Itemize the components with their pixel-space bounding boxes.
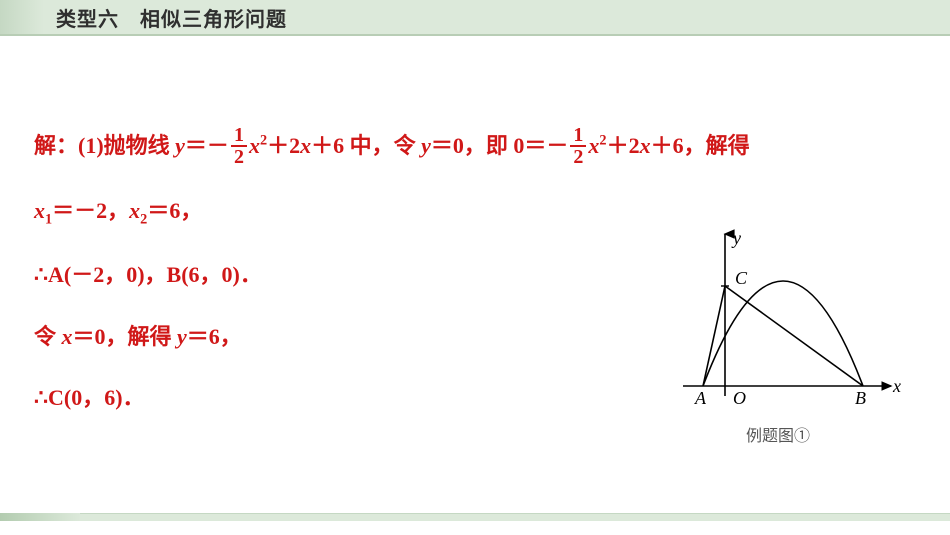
frac-2: 12 — [570, 125, 586, 167]
l1-mid4: ＋6，解得 — [651, 133, 750, 158]
label-C: C — [735, 268, 748, 288]
footer-line — [0, 513, 950, 521]
l1-mid2: ＋6 中，令 — [311, 133, 421, 158]
var-x-6: x — [129, 198, 140, 223]
label-B: B — [855, 388, 866, 408]
footer-accent — [0, 513, 80, 521]
l5-text: ∴C(0，6)． — [34, 385, 145, 410]
var-x-3: x — [588, 133, 599, 158]
l1-mid3: ＝0，即 0＝－ — [431, 133, 569, 158]
header-title: 类型六 相似三角形问题 — [56, 3, 287, 32]
l1-prefix: 解：(1)抛物线 — [34, 133, 175, 158]
l1-eq1: ＝－ — [185, 133, 229, 158]
l1-mid1: ＋2 — [267, 133, 300, 158]
var-x-4: x — [640, 133, 651, 158]
var-x-2: x — [300, 133, 311, 158]
line-1: 解：(1)抛物线 y＝－12x2＋2x＋6 中，令 y＝0，即 0＝－12x2＋… — [34, 126, 916, 169]
l2-eq1: ＝－2， — [52, 198, 129, 223]
l4-prefix: 令 — [34, 324, 62, 349]
frac-1: 12 — [231, 125, 247, 167]
label-A: A — [694, 388, 707, 408]
label-x: x — [892, 376, 901, 396]
line-CB — [725, 286, 863, 386]
label-O: O — [733, 388, 746, 408]
content-area: 解：(1)抛物线 y＝－12x2＋2x＋6 中，令 y＝0，即 0＝－12x2＋… — [0, 36, 950, 418]
var-y-1: y — [175, 133, 185, 158]
parabola-curve — [703, 281, 863, 386]
l3-text: ∴A(－2，0)，B(6，0)． — [34, 262, 262, 287]
parabola-figure: A O B C x y — [653, 226, 903, 416]
l4-mid: ＝0，解得 — [73, 324, 178, 349]
l2-eq2: ＝6， — [147, 198, 202, 223]
figure-container: A O B C x y 例题图① — [648, 226, 908, 446]
var-x-5: x — [34, 198, 45, 223]
l4-suffix: ＝6， — [187, 324, 242, 349]
var-y-2: y — [421, 133, 431, 158]
header-accent — [0, 0, 44, 34]
sup-2: 2 — [599, 133, 606, 149]
label-y: y — [731, 228, 741, 248]
slide-header: 类型六 相似三角形问题 — [0, 0, 950, 36]
figure-caption: 例题图① — [648, 422, 908, 446]
line-AC — [703, 286, 725, 386]
l1-mid1b: ＋2 — [607, 133, 640, 158]
var-x-7: x — [62, 324, 73, 349]
var-y-3: y — [177, 324, 187, 349]
var-x-1: x — [249, 133, 260, 158]
